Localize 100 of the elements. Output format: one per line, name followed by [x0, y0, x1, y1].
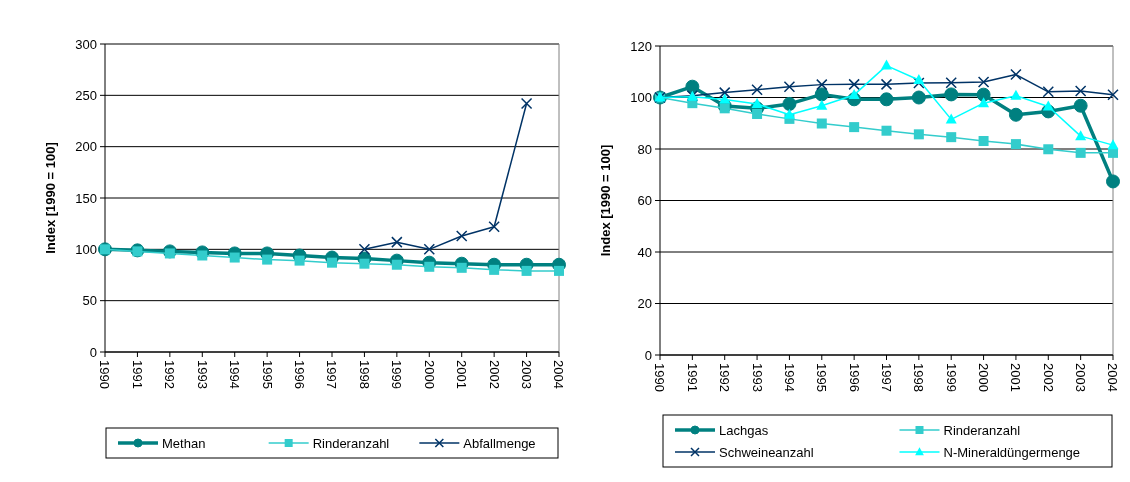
point [783, 108, 795, 119]
legend-label: Rinderanzahl [943, 422, 1021, 438]
point [1074, 85, 1087, 97]
point [391, 259, 402, 270]
y-tick-label: 20 [637, 296, 652, 312]
x-tick-label: 2004 [1105, 363, 1121, 392]
point [881, 59, 892, 70]
point [719, 93, 731, 104]
x-tick-label: 1998 [911, 363, 927, 392]
x-tick-label: 1993 [194, 360, 210, 389]
x-tick-label: 1997 [878, 363, 894, 392]
legend-label: Lachgas [719, 422, 769, 438]
point [1010, 68, 1022, 81]
point [848, 88, 860, 99]
point [944, 87, 959, 102]
x-tick-label: 1992 [162, 360, 178, 389]
point [1042, 86, 1055, 98]
point [1075, 147, 1086, 158]
point [945, 113, 957, 124]
y-tick-label: 80 [637, 141, 652, 157]
x-tick-label: 1990 [652, 363, 668, 392]
legend-label: Rinderanzahl [312, 435, 390, 451]
x-tick-label: 1996 [846, 363, 862, 392]
x-tick-label: 1996 [292, 360, 308, 389]
x-tick-label: 2001 [1008, 363, 1024, 392]
point [455, 230, 468, 242]
point [814, 87, 829, 102]
point [197, 250, 208, 261]
x-tick-label: 2000 [421, 360, 437, 389]
point [913, 73, 925, 84]
point [164, 248, 175, 259]
point [1010, 89, 1022, 100]
point [423, 243, 436, 256]
point [520, 97, 533, 110]
point [1008, 107, 1023, 122]
y-tick-label: 100 [75, 241, 97, 257]
x-tick-label: 1995 [814, 363, 830, 392]
point [783, 80, 796, 93]
point [1042, 100, 1054, 111]
x-tick-label: 1990 [97, 360, 113, 389]
y-tick-label: 60 [637, 193, 652, 209]
point [1043, 144, 1054, 155]
y-tick-label: 120 [630, 38, 652, 54]
x-tick-label: 1995 [259, 360, 275, 389]
x-tick-label: 1991 [684, 363, 700, 392]
point [1107, 88, 1119, 101]
point [945, 77, 957, 89]
point [1108, 147, 1118, 158]
point [488, 221, 500, 233]
y-tick-label: 50 [82, 293, 97, 309]
point [816, 118, 827, 129]
point [456, 262, 467, 273]
point [880, 78, 893, 91]
point [881, 125, 892, 136]
y-axis-title: Index [1990 = 100] [43, 142, 58, 254]
point [489, 264, 500, 275]
point [262, 254, 273, 265]
x-tick-label: 2003 [519, 360, 535, 389]
x-tick-label: 1999 [943, 363, 959, 392]
point [911, 90, 926, 105]
x-tick-label: 1992 [717, 363, 733, 392]
point [751, 97, 763, 108]
point [978, 97, 990, 108]
point [1010, 139, 1021, 150]
y-tick-label: 0 [89, 344, 97, 360]
y-tick-label: 300 [75, 36, 97, 52]
x-tick-label: 1997 [324, 360, 340, 389]
point [294, 255, 305, 266]
point [327, 257, 337, 268]
x-tick-label: 1993 [749, 363, 765, 392]
point [229, 252, 240, 263]
point [879, 92, 894, 107]
point [1107, 139, 1119, 150]
y-axis-title: Index [1990 = 100] [598, 144, 613, 257]
x-tick-label: 1999 [389, 360, 405, 389]
x-tick-label: 1991 [129, 360, 145, 389]
point [1075, 130, 1087, 141]
x-tick-label: 1998 [356, 360, 372, 389]
point [977, 76, 990, 88]
x-tick-label: 2002 [1040, 363, 1056, 392]
x-tick-label: 1994 [781, 363, 797, 392]
point [849, 122, 860, 133]
point [521, 265, 532, 276]
legend-label: Abfallmenge [463, 435, 536, 451]
point [816, 78, 828, 91]
point [782, 96, 797, 111]
x-tick-label: 1994 [227, 360, 243, 389]
point [913, 129, 924, 140]
x-tick-label: 2002 [486, 360, 502, 389]
point [424, 261, 435, 272]
point [554, 265, 564, 276]
y-tick-label: 250 [75, 87, 97, 103]
point [391, 236, 403, 248]
point [752, 108, 763, 119]
y-tick-label: 100 [630, 90, 652, 106]
legend-label: Schweineanzahl [719, 444, 814, 460]
point [978, 136, 989, 147]
x-tick-label: 2000 [976, 363, 992, 392]
point [751, 84, 763, 96]
point [1073, 98, 1088, 113]
